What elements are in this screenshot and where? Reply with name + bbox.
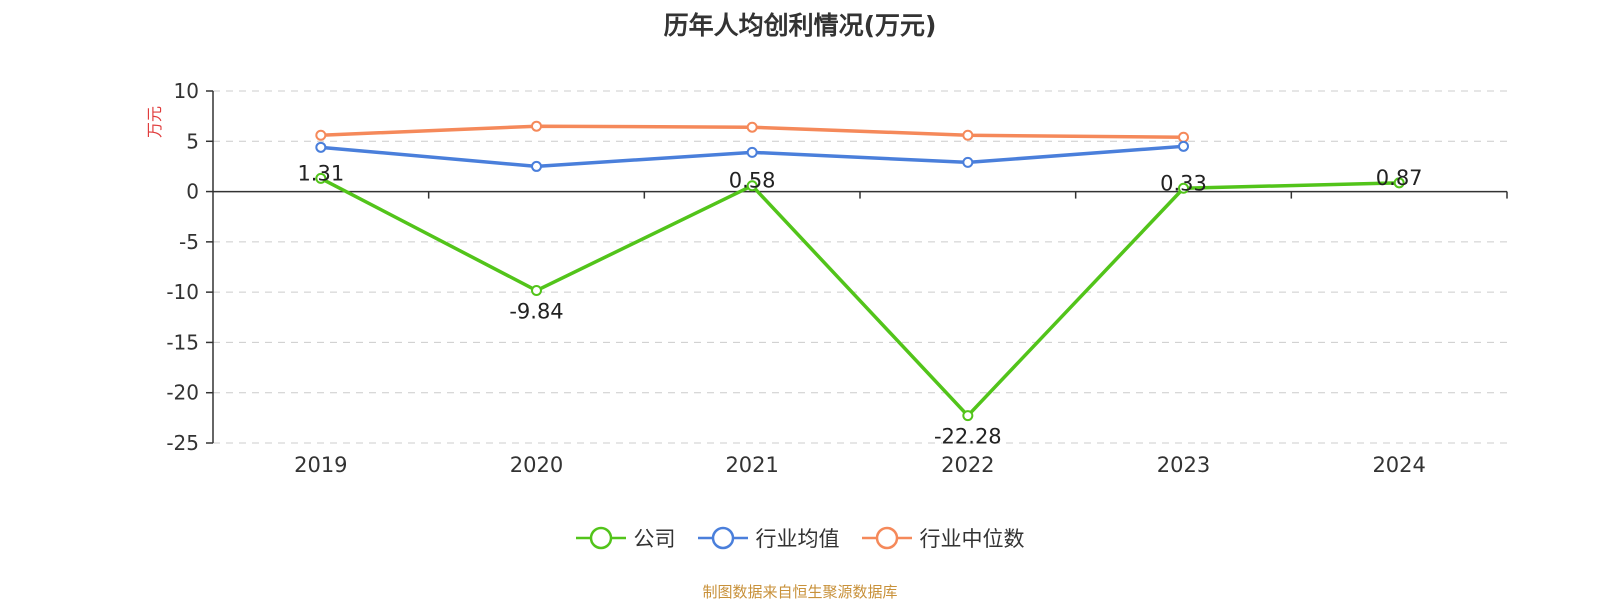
data-label: 1.31 [297,161,344,185]
y-tick-label: 10 [174,79,199,103]
x-tick-label: 2019 [294,453,347,477]
data-point [531,120,542,132]
data-point [746,146,758,158]
data-label: 0.33 [1160,171,1207,195]
data-label: -9.84 [509,300,563,324]
x-tick-label: 2023 [1157,453,1210,477]
data-point [962,156,974,168]
data-point [315,129,327,141]
legend-label: 公司 [633,527,676,551]
y-tick-label: 5 [186,129,199,153]
data-source-note: 制图数据来自恒生聚源数据库 [702,583,898,601]
series-line-company [320,176,1400,418]
data-point [315,141,327,153]
legend-label: 行业中位数 [919,527,1025,551]
legend-label: 行业均值 [755,527,840,551]
y-tick-label: -10 [166,280,199,304]
data-point [531,160,542,172]
data-label: 0.87 [1376,166,1423,190]
y-tick-label: -15 [166,330,199,354]
x-tick-label: 2024 [1372,453,1425,477]
data-label: 0.58 [729,169,776,193]
data-point [746,180,758,192]
y-tick-label: -5 [179,230,199,254]
legend-item[interactable]: 行业中位数 [861,523,1025,553]
data-point [1178,182,1189,194]
data-label: -22.28 [934,425,1002,449]
data-point [1393,177,1405,189]
legend: 公司 行业均值 行业中位数 [0,520,1600,556]
x-tick-label: 2020 [510,453,563,477]
y-tick-label: -20 [166,381,199,405]
legend-item[interactable]: 行业均值 [697,523,840,553]
data-point [531,285,542,297]
x-tick-label: 2021 [725,453,778,477]
y-tick-label: -25 [166,431,199,455]
legend-line-circle-icon [575,526,626,550]
data-point [962,410,974,422]
y-axis-unit-label: 万元 [145,106,164,138]
legend-line-circle-icon [697,526,748,550]
y-tick-label: 0 [186,180,199,204]
data-point [315,172,327,184]
data-point [1178,131,1189,143]
legend-line-circle-icon [861,526,912,550]
chart-title: 历年人均创利情况(万元) [663,11,937,40]
legend-item[interactable]: 公司 [575,523,676,553]
data-point [746,121,758,133]
x-tick-label: 2022 [941,453,994,477]
data-point [962,129,974,141]
data-point [1178,140,1189,152]
